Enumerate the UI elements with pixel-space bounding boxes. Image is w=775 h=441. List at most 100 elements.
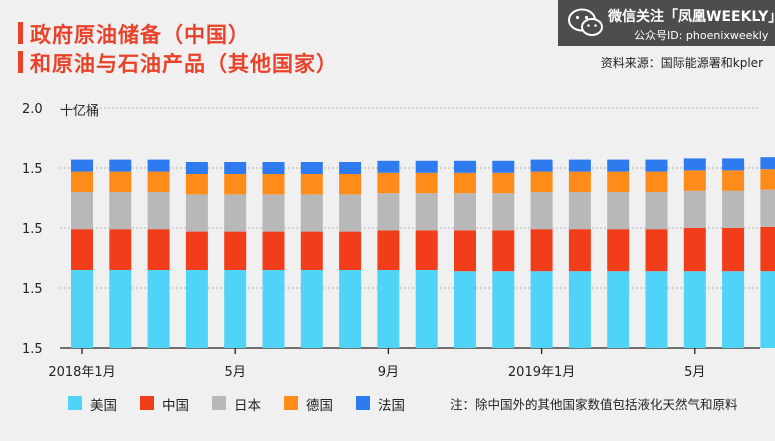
x-tick-label: 2019年1月 xyxy=(508,365,575,380)
legend-label: 德国 xyxy=(306,398,333,414)
bar-stack xyxy=(722,158,745,348)
bar-segment-德国 xyxy=(415,172,438,194)
bar-segment-中国 xyxy=(530,229,553,272)
bar-segment-中国 xyxy=(339,231,362,270)
bar-segment-法国 xyxy=(339,162,362,174)
bar-segment-中国 xyxy=(262,231,285,270)
footnote: 注：除中国外的其他国家数值包括液化天然气和原料 xyxy=(450,397,738,412)
bar-segment-法国 xyxy=(492,160,515,173)
bar-segment-中国 xyxy=(492,230,515,272)
bar-segment-美国 xyxy=(339,270,362,348)
legend-swatch xyxy=(356,396,370,410)
bar-segment-日本 xyxy=(568,192,591,230)
legend-label: 日本 xyxy=(234,398,261,414)
bar-segment-法国 xyxy=(377,160,400,173)
bar-segment-日本 xyxy=(645,192,668,230)
bar-segment-美国 xyxy=(645,271,668,348)
bar-segment-法国 xyxy=(683,158,706,171)
bar-segment-中国 xyxy=(185,231,208,270)
bar-segment-德国 xyxy=(454,172,476,194)
bar-segment-中国 xyxy=(645,229,668,272)
bar-segment-中国 xyxy=(147,229,170,270)
legend-label: 法国 xyxy=(378,398,405,414)
bar-segment-日本 xyxy=(377,193,400,231)
bar-segment-日本 xyxy=(71,192,93,230)
bar-stack xyxy=(147,159,170,348)
bar-stack xyxy=(415,160,438,348)
legend-label: 美国 xyxy=(90,398,117,414)
bar-segment-法国 xyxy=(185,162,208,174)
x-tick-label: 5月 xyxy=(225,365,246,380)
bar-segment-美国 xyxy=(760,271,775,348)
title-accent-bar-2 xyxy=(18,51,23,73)
bar-segment-法国 xyxy=(415,160,438,173)
bar-stack xyxy=(185,162,208,348)
bar-segment-法国 xyxy=(147,159,170,172)
bar-segment-美国 xyxy=(568,271,591,348)
legend-label: 中国 xyxy=(162,398,189,414)
bar-segment-法国 xyxy=(645,159,668,172)
y-tick-label: 1.5 xyxy=(22,342,43,357)
legend-swatch xyxy=(68,396,82,410)
bar-segment-日本 xyxy=(530,192,553,230)
bar-segment-法国 xyxy=(109,159,132,172)
bar-stack xyxy=(339,162,362,348)
bar-stack xyxy=(300,162,323,348)
bar-stack xyxy=(530,159,553,348)
bar-segment-日本 xyxy=(760,189,775,227)
bar-segment-日本 xyxy=(147,192,170,230)
bar-segment-日本 xyxy=(492,193,515,231)
x-tick-label: 9月 xyxy=(378,365,399,380)
wechat-badge: 微信关注「凤凰WEEKLY」 公众号ID: phoenixweekly xyxy=(558,0,775,46)
bar-stack xyxy=(492,160,515,348)
x-tick-label: 2018年1月 xyxy=(48,365,115,380)
bar-segment-德国 xyxy=(568,171,591,192)
bar-segment-日本 xyxy=(415,193,438,231)
bar-stack xyxy=(109,159,132,348)
bar-segment-德国 xyxy=(760,169,775,190)
bar-stack xyxy=(607,159,630,348)
bar-segment-中国 xyxy=(607,229,630,272)
bar-segment-中国 xyxy=(415,230,438,270)
bar-stack xyxy=(645,159,668,348)
bar-stack xyxy=(377,160,400,348)
badge-account-id: 公众号ID: phoenixweekly xyxy=(634,29,769,42)
wechat-icon xyxy=(568,8,603,36)
bar-segment-中国 xyxy=(300,231,323,270)
legend-swatch xyxy=(212,396,226,410)
bar-segment-美国 xyxy=(300,270,323,348)
bar-stack xyxy=(760,157,775,348)
bar-segment-中国 xyxy=(224,231,247,270)
bar-segment-美国 xyxy=(530,271,553,348)
bar-segment-日本 xyxy=(224,194,247,232)
bar-stack xyxy=(454,160,476,348)
bar-segment-德国 xyxy=(607,171,630,192)
bar-segment-德国 xyxy=(530,171,553,192)
bar-segment-中国 xyxy=(722,228,745,272)
bar-segment-法国 xyxy=(71,159,93,172)
legend-swatch xyxy=(284,396,298,410)
badge-follow-text: 微信关注「凤凰WEEKLY」 xyxy=(608,9,775,25)
bar-segment-美国 xyxy=(147,270,170,348)
bar-segment-日本 xyxy=(683,190,706,228)
bar-segment-法国 xyxy=(530,159,553,172)
title-accent-bar-1 xyxy=(18,22,23,44)
bar-segment-美国 xyxy=(454,271,476,348)
bar-stack xyxy=(71,159,93,348)
bar-segment-德国 xyxy=(492,172,515,194)
bar-segment-美国 xyxy=(607,271,630,348)
bar-segment-法国 xyxy=(607,159,630,172)
bar-segment-美国 xyxy=(492,271,515,348)
bar-segment-美国 xyxy=(722,271,745,348)
source-text: 资料来源：国际能源署和kpler xyxy=(600,56,763,70)
bar-segment-中国 xyxy=(683,228,706,272)
bar-segment-美国 xyxy=(683,271,706,348)
bar-segment-日本 xyxy=(339,194,362,232)
bar-segment-德国 xyxy=(185,174,208,195)
bar-stack xyxy=(224,162,247,348)
bar-segment-日本 xyxy=(722,190,745,228)
bar-segment-德国 xyxy=(71,171,93,192)
bar-segment-美国 xyxy=(262,270,285,348)
bar-segment-法国 xyxy=(760,157,775,170)
